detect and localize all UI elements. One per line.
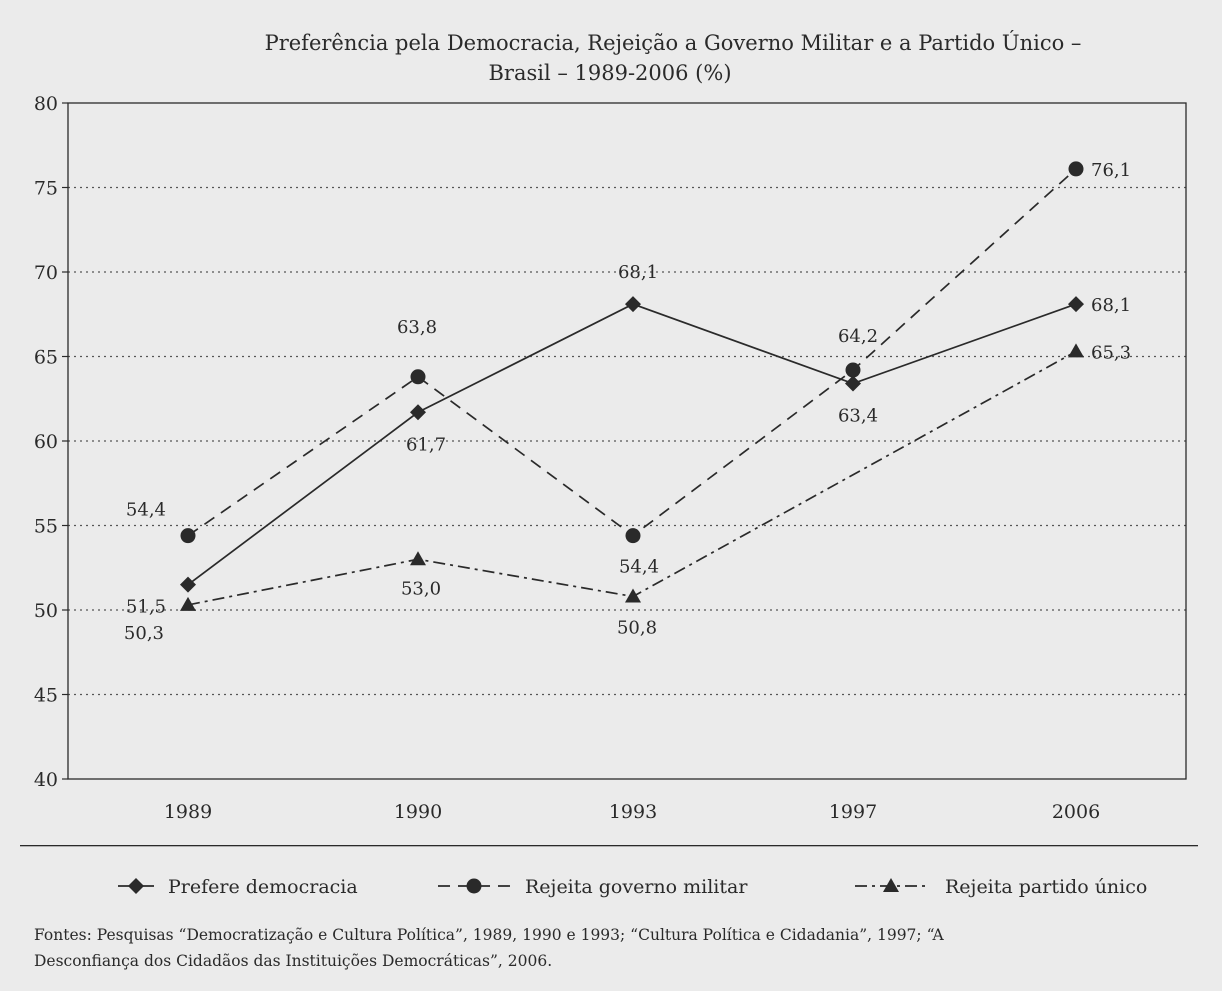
point-rejeita-partido-unico-2006 (1068, 343, 1084, 358)
source-note-line-2: Desconfiança dos Cidadãos das Instituiçõ… (34, 952, 552, 970)
y-tick-label-50: 50 (34, 600, 58, 622)
legend-marker-rejeita-partido-unico-icon (883, 878, 899, 892)
legend-item-rejeita-partido-unico: Rejeita partido único (855, 876, 1147, 898)
data-label-rejeita-partido-unico-1990: 53,0 (401, 578, 441, 599)
point-rejeita-partido-unico-1990 (410, 551, 426, 566)
x-tick-label-2006: 2006 (1052, 801, 1100, 823)
legend-marker-prefere-democracia-icon (128, 878, 144, 894)
source-note-line-1: Fontes: Pesquisas “Democratização e Cult… (34, 926, 944, 944)
chart-title-line-1: Preferência pela Democracia, Rejeição a … (265, 30, 1082, 55)
series-layer (180, 161, 1084, 611)
y-tick-label-55: 55 (34, 516, 58, 538)
y-tick-label-75: 75 (34, 178, 58, 200)
x-axis-ticks: 1989 1990 1993 1997 2006 (164, 801, 1100, 823)
data-label-rejeita-governo-militar-1993: 54,4 (619, 557, 659, 578)
legend-item-prefere-democracia: Prefere democracia (118, 876, 358, 898)
data-label-rejeita-governo-militar-1990: 63,8 (397, 317, 437, 338)
legend-label-rejeita-governo-militar: Rejeita governo militar (525, 876, 748, 898)
point-rejeita-governo-militar-1993 (625, 528, 641, 544)
data-label-prefere-democracia-1990: 61,7 (406, 434, 446, 455)
point-rejeita-governo-militar-2006 (1068, 161, 1084, 177)
y-tick-label-70: 70 (34, 262, 58, 284)
data-label-prefere-democracia-1993: 68,1 (618, 262, 658, 283)
data-label-rejeita-governo-militar-1997: 64,2 (838, 326, 878, 347)
data-label-rejeita-partido-unico-1989: 50,3 (124, 623, 164, 644)
data-label-rejeita-governo-militar-1989: 54,4 (126, 500, 166, 521)
point-rejeita-governo-militar-1997 (845, 362, 861, 378)
point-rejeita-governo-militar-1989 (180, 528, 196, 544)
legend-separator (20, 845, 1198, 847)
data-label-prefere-democracia-1997: 63,4 (838, 406, 878, 427)
legend-label-rejeita-partido-unico: Rejeita partido único (945, 876, 1147, 898)
chart-title-line-2: Brasil – 1989-2006 (%) (488, 61, 731, 85)
x-tick-label-1993: 1993 (609, 801, 657, 823)
x-tick-label-1989: 1989 (164, 801, 212, 823)
point-prefere-democracia-2006 (1068, 296, 1084, 313)
data-label-prefere-democracia-1989: 51,5 (126, 597, 166, 618)
legend-label-prefere-democracia: Prefere democracia (168, 876, 358, 898)
data-label-layer: 51,5 61,7 68,1 63,4 68,1 54,4 63,8 54,4 64,2 76,1… (124, 160, 1131, 644)
y-tick-label-45: 45 (34, 685, 58, 707)
point-rejeita-governo-militar-1990 (410, 369, 426, 385)
point-prefere-democracia-1993 (625, 296, 641, 313)
point-prefere-democracia-1990 (410, 404, 426, 421)
legend-item-rejeita-governo-militar: Rejeita governo militar (438, 876, 748, 898)
data-label-rejeita-partido-unico-2006: 65,3 (1091, 342, 1131, 363)
point-rejeita-partido-unico-1993 (625, 588, 641, 603)
y-tick-label-60: 60 (34, 431, 58, 453)
y-tick-label-40: 40 (34, 769, 58, 791)
data-label-prefere-democracia-2006: 68,1 (1091, 295, 1131, 316)
point-rejeita-partido-unico-1989 (180, 596, 196, 611)
gridlines (68, 186, 1186, 696)
point-prefere-democracia-1997 (845, 375, 861, 392)
series-line-rejeita-partido-unico (187, 350, 1077, 606)
point-prefere-democracia-1989 (180, 576, 196, 593)
y-tick-label-80: 80 (34, 93, 58, 115)
y-axis-ticks: 40 45 50 55 60 65 70 75 80 (34, 93, 68, 791)
x-tick-label-1990: 1990 (394, 801, 442, 823)
data-label-rejeita-governo-militar-2006: 76,1 (1091, 160, 1131, 181)
data-label-rejeita-partido-unico-1993: 50,8 (617, 617, 657, 638)
y-tick-label-65: 65 (34, 347, 58, 369)
x-tick-label-1997: 1997 (829, 801, 877, 823)
legend: Prefere democracia Rejeita governo milita… (118, 876, 1147, 898)
legend-marker-rejeita-governo-militar-icon (466, 878, 482, 894)
